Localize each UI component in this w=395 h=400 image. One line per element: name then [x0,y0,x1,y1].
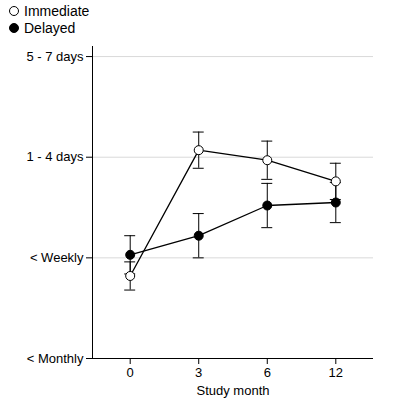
svg-text:3: 3 [195,365,202,380]
svg-text:0: 0 [127,365,134,380]
svg-text:6: 6 [264,365,271,380]
html-text:Delayed: Delayed [24,19,76,36]
html-text:Immediate: Immediate [24,2,90,19]
svg-text:< Weekly: < Weekly [30,250,84,265]
svg-text:12: 12 [329,365,343,380]
svg-text:Study month: Study month [197,383,270,398]
svg-text:1 - 4 days: 1 - 4 days [26,149,84,164]
svg-text:< Monthly: < Monthly [27,351,84,366]
svg-text:5 - 7 days: 5 - 7 days [26,49,84,64]
